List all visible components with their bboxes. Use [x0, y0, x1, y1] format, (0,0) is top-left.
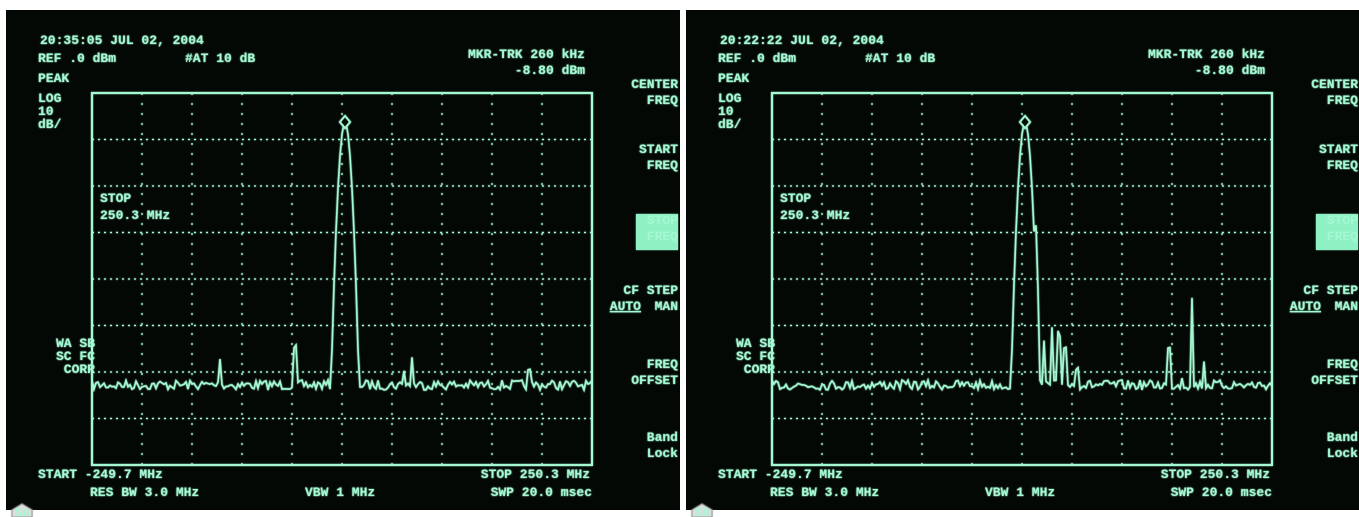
softkey-label: FREQ — [1327, 357, 1358, 372]
softkey-label: FREQ — [1327, 229, 1358, 244]
video-bandwidth: VBW 1 MHz — [985, 485, 1055, 500]
badge-label: Sa — [14, 505, 30, 517]
softkey-label: START — [639, 142, 678, 157]
screen-a — [6, 10, 680, 510]
resolution-bandwidth: RES BW 3.0 MHz — [90, 485, 199, 500]
reference-level: REF .0 dBm — [718, 51, 796, 66]
marker — [1018, 114, 1032, 130]
scale-label: LOG — [38, 91, 62, 106]
softkey-label: MAN — [1335, 299, 1358, 314]
analyzer-screen: 20:35:05 JUL 02, 2004 REF .0 dBm #AT 10 dB… — [11, 33, 678, 517]
marker-level: -8.80 dBm — [515, 63, 585, 78]
marker-frequency: MKR-TRK 260 kHz — [1148, 47, 1265, 62]
badge — [11, 503, 33, 517]
scale-label: dB/ — [718, 117, 742, 132]
start-frequency: START -249.7 MHz — [718, 467, 843, 482]
softkey-label: STOP — [1327, 213, 1358, 228]
status-label: SC FC — [56, 349, 95, 364]
softkey-label: FREQ — [647, 93, 678, 108]
video-bandwidth: VBW 1 MHz — [305, 485, 375, 500]
softkey-label: CF STEP — [1303, 283, 1358, 298]
active-function: 250.3 MHz — [100, 208, 170, 223]
softkey-label: AUTO — [1290, 299, 1321, 314]
trace — [771, 122, 1273, 393]
stop-frequency: STOP 250.3 MHz — [481, 467, 590, 482]
softkey-highlight — [636, 214, 678, 250]
scale-label: LOG — [718, 91, 742, 106]
softkey-label: OFFSET — [631, 373, 678, 388]
softkey-label: Band — [1327, 430, 1358, 445]
softkey-label: FREQ — [1327, 93, 1358, 108]
attenuation: #AT 10 dB — [185, 51, 255, 66]
active-function: STOP — [780, 191, 811, 206]
badge-label: Sb — [694, 505, 710, 517]
softkey-label: CF STEP — [623, 283, 678, 298]
marker-level: -8.80 dBm — [1195, 63, 1265, 78]
active-function: 250.3 MHz — [780, 208, 850, 223]
reference-level: REF .0 dBm — [38, 51, 116, 66]
softkey-label: CENTER — [631, 77, 678, 92]
marker-frequency: MKR-TRK 260 kHz — [468, 47, 585, 62]
detector: PEAK — [38, 71, 69, 86]
scale-label: 10 — [718, 104, 734, 119]
softkey-label: Lock — [647, 446, 678, 461]
softkey-label: Band — [647, 430, 678, 445]
softkey-label: Lock — [1327, 446, 1358, 461]
softkey-highlight — [1316, 214, 1358, 250]
sweep-time: SWP 20.0 msec — [1171, 485, 1273, 500]
detector: PEAK — [718, 71, 749, 86]
sweep-time: SWP 20.0 msec — [491, 485, 593, 500]
status-label: WA SB — [736, 336, 775, 351]
softkey-label: AUTO — [610, 299, 641, 314]
active-function: STOP — [100, 191, 131, 206]
softkey-label: START — [1319, 142, 1358, 157]
marker — [338, 114, 352, 130]
status-label: SC FC — [736, 349, 775, 364]
timestamp: 20:35:05 JUL 02, 2004 — [40, 33, 204, 48]
start-frequency: START -249.7 MHz — [38, 467, 163, 482]
softkey-label: STOP — [647, 213, 678, 228]
analyzer-screen: 20:22:22 JUL 02, 2004 REF .0 dBm #AT 10 dB… — [691, 33, 1358, 517]
softkey-label: FREQ — [647, 229, 678, 244]
stop-frequency: STOP 250.3 MHz — [1161, 467, 1270, 482]
status-label: CORR — [64, 362, 95, 377]
scale-label: 10 — [38, 104, 54, 119]
status-label: WA SB — [56, 336, 95, 351]
scale-label: dB/ — [38, 117, 62, 132]
softkey-label: FREQ — [647, 357, 678, 372]
status-label: CORR — [744, 362, 775, 377]
softkey-label: FREQ — [1327, 158, 1358, 173]
softkey-label: OFFSET — [1311, 373, 1358, 388]
attenuation: #AT 10 dB — [865, 51, 935, 66]
softkey-label: CENTER — [1311, 77, 1358, 92]
trace — [91, 122, 593, 393]
badge — [691, 503, 713, 517]
softkey-label: FREQ — [647, 158, 678, 173]
timestamp: 20:22:22 JUL 02, 2004 — [720, 33, 884, 48]
resolution-bandwidth: RES BW 3.0 MHz — [770, 485, 879, 500]
softkey-label: MAN — [655, 299, 678, 314]
